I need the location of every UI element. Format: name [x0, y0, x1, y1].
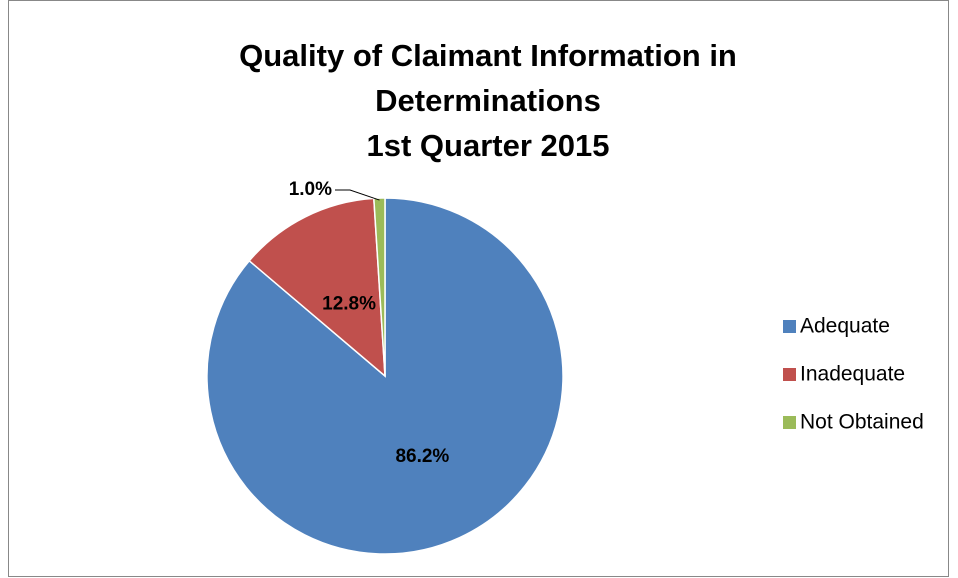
- data-label: 86.2%: [395, 446, 449, 467]
- legend-swatch: [783, 368, 796, 381]
- legend-label: Inadequate: [800, 363, 905, 386]
- data-label: 12.8%: [322, 293, 376, 314]
- legend-label: Not Obtained: [800, 411, 924, 434]
- chart-title: Quality of Claimant Information in: [239, 38, 737, 73]
- pie-slice: [248, 197, 386, 378]
- data-label: 1.0%: [289, 179, 332, 200]
- leader-line: [335, 189, 380, 201]
- legend-swatch: [783, 416, 796, 429]
- legend-label: Adequate: [800, 315, 890, 338]
- legend-swatch: [783, 320, 796, 333]
- chart-title: 1st Quarter 2015: [367, 128, 610, 163]
- chart-title: Determinations: [375, 83, 601, 118]
